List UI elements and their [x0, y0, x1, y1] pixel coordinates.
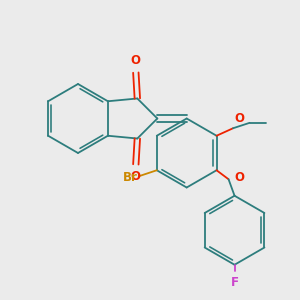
- Text: F: F: [231, 276, 239, 289]
- Text: O: O: [131, 54, 141, 67]
- Text: O: O: [234, 171, 244, 184]
- Text: O: O: [131, 170, 141, 183]
- Text: O: O: [234, 112, 244, 124]
- Text: Br: Br: [122, 171, 137, 184]
